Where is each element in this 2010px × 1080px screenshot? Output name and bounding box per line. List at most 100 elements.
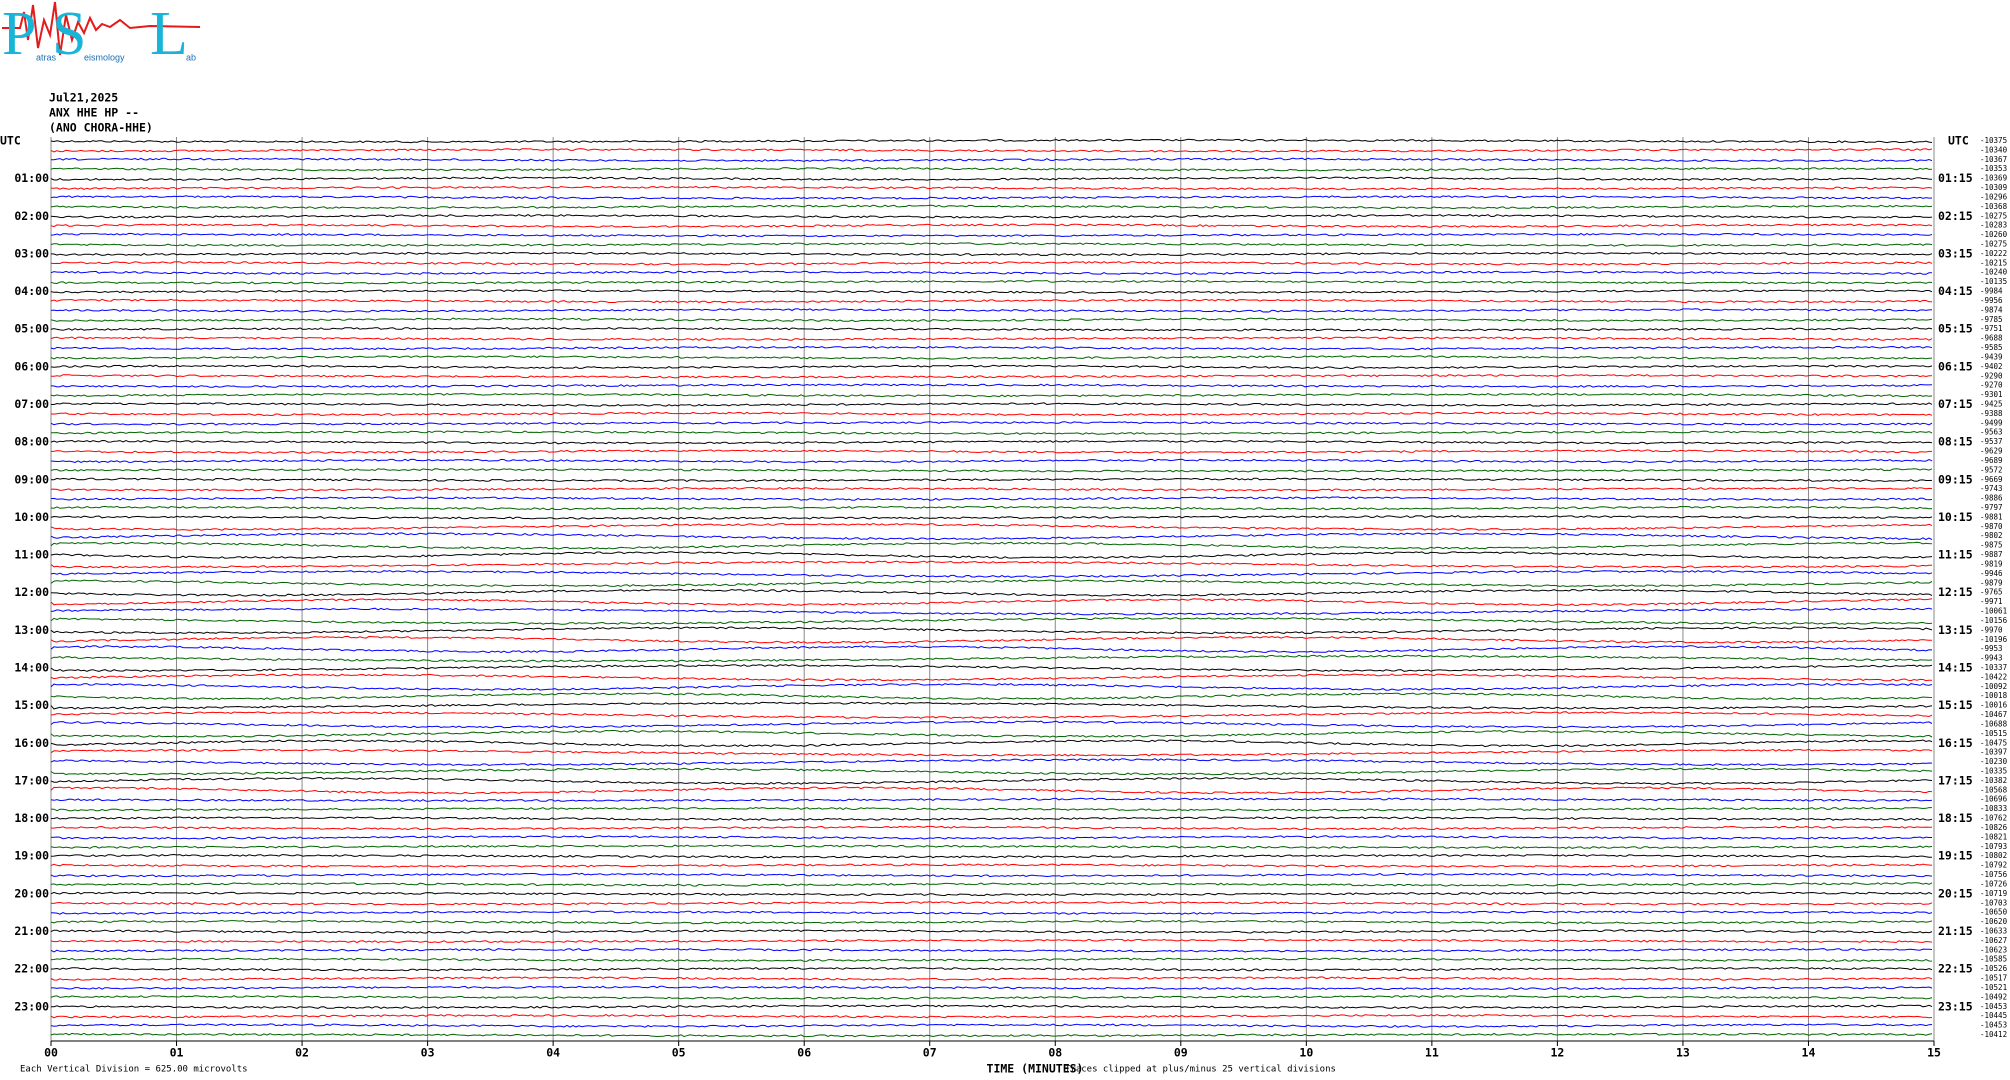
trace <box>50 364 1933 370</box>
offset-label: -10240 <box>1980 268 2008 277</box>
hour-label: 08:00 <box>14 435 49 449</box>
hour-label-right: 16:15 <box>1938 736 1973 750</box>
offset-label: -9819 <box>1980 559 2003 568</box>
trace <box>50 532 1933 541</box>
trace <box>50 673 1932 682</box>
hour-label: 06:00 <box>14 359 49 373</box>
offset-label: -10340 <box>1980 145 2008 154</box>
hour-label: 22:00 <box>14 962 49 976</box>
hour-label-right: 03:15 <box>1938 246 1973 260</box>
hour-label: 09:00 <box>14 472 49 486</box>
hour-label: 13:00 <box>14 623 49 637</box>
offset-label: -9870 <box>1980 522 2003 531</box>
trace <box>50 279 1933 285</box>
offset-label: -9875 <box>1980 541 2003 550</box>
offset-label: -9689 <box>1980 456 2003 465</box>
offset-label: -10756 <box>1980 870 2008 879</box>
offset-label: -10623 <box>1980 945 2007 954</box>
offset-label: -10453 <box>1980 1002 2007 1011</box>
trace <box>50 421 1933 426</box>
hour-label: 19:00 <box>14 849 49 863</box>
trace <box>50 289 1933 294</box>
x-axis-title: TIME (MINUTES) <box>987 1062 1084 1076</box>
trace <box>50 835 1932 840</box>
x-tick-label: 13 <box>1676 1046 1690 1060</box>
trace <box>50 617 1933 625</box>
trace <box>50 720 1933 729</box>
offset-label: -10627 <box>1980 936 2007 945</box>
trace <box>50 579 1933 588</box>
offset-label: -10453 <box>1980 1021 2007 1030</box>
trace <box>50 729 1933 738</box>
hour-label-right: 17:15 <box>1938 773 1973 787</box>
offset-label: -10633 <box>1980 926 2007 935</box>
hour-label-right: 04:15 <box>1938 284 1973 298</box>
trace <box>50 701 1933 710</box>
logo: P atras S eismology L ab <box>2 0 201 68</box>
hour-label: 16:00 <box>14 736 49 750</box>
x-tick-label: 01 <box>170 1046 184 1060</box>
trace <box>50 477 1933 483</box>
x-tick-label: 10 <box>1299 1046 1313 1060</box>
trace <box>50 541 1933 550</box>
offset-label: -10696 <box>1980 795 2008 804</box>
trace <box>50 569 1933 578</box>
offset-label: -10215 <box>1980 258 2007 267</box>
trace <box>50 148 1933 153</box>
trace <box>50 901 1933 906</box>
offset-label: -9797 <box>1980 503 2003 512</box>
offset-label: -10467 <box>1980 710 2007 719</box>
trace <box>50 806 1932 812</box>
offset-label: -9688 <box>1980 334 2003 343</box>
offset-label: -9402 <box>1980 362 2003 371</box>
offset-label: -10703 <box>1980 898 2007 907</box>
trace <box>50 748 1933 757</box>
offset-label: -10568 <box>1980 785 2008 794</box>
hour-label: 10:00 <box>14 510 49 524</box>
trace <box>50 976 1933 981</box>
offset-label: -10521 <box>1980 983 2007 992</box>
trace <box>50 607 1933 616</box>
trace <box>50 948 1933 953</box>
trace <box>50 767 1933 776</box>
hour-label-right: 23:15 <box>1938 999 1973 1013</box>
offset-label: -9943 <box>1980 654 2003 663</box>
offset-label: -9886 <box>1980 494 2003 503</box>
logo-word: eismology <box>84 52 125 62</box>
offset-label: -9270 <box>1980 381 2003 390</box>
offset-label: -10275 <box>1980 211 2007 220</box>
trace <box>50 327 1933 332</box>
offset-label: -10762 <box>1980 814 2007 823</box>
hour-label: 04:00 <box>14 284 49 298</box>
offset-label: -9499 <box>1980 418 2003 427</box>
trace <box>50 957 1933 962</box>
hour-label: 03:00 <box>14 246 49 260</box>
trace <box>50 176 1933 181</box>
hour-label-right: 12:15 <box>1938 585 1973 599</box>
hour-label-right: 21:15 <box>1938 924 1973 938</box>
offset-label: -10650 <box>1980 908 2008 917</box>
trace <box>50 711 1933 719</box>
trace <box>50 816 1933 821</box>
trace <box>50 411 1933 417</box>
hour-label-right: 15:15 <box>1938 698 1973 712</box>
trace <box>50 336 1933 341</box>
hour-label-right: UTC <box>1948 134 1969 148</box>
offset-label: -9971 <box>1980 597 2003 606</box>
trace <box>51 402 1933 407</box>
x-tick-label: 12 <box>1550 1046 1564 1060</box>
x-tick-label: 00 <box>44 1046 58 1060</box>
offset-label: -10061 <box>1980 607 2007 616</box>
trace <box>50 863 1933 868</box>
offset-label: -10475 <box>1980 738 2007 747</box>
offset-label: -9984 <box>1980 287 2003 296</box>
hour-label: 01:00 <box>14 171 49 185</box>
trace <box>50 891 1933 897</box>
offset-label: -9669 <box>1980 475 2003 484</box>
hour-label-right: 08:15 <box>1938 435 1973 449</box>
offset-label: -10526 <box>1980 964 2008 973</box>
trace <box>50 853 1933 859</box>
offset-label: -10135 <box>1980 277 2007 286</box>
offset-label: -9537 <box>1980 437 2003 446</box>
logo-letter: L <box>150 0 188 68</box>
